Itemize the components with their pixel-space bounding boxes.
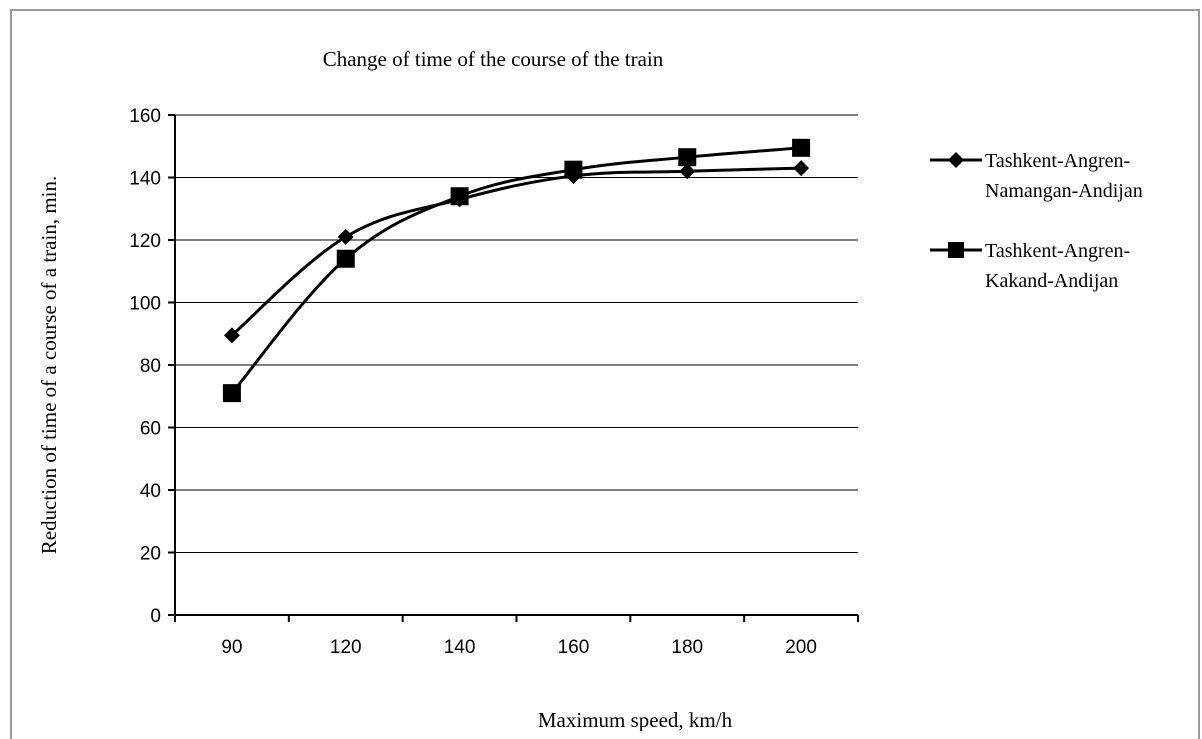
series-2	[222, 138, 811, 403]
chart-title: Change of time of the course of the trai…	[323, 47, 664, 71]
y-tick-label: 120	[129, 231, 161, 252]
y-tick-label: 140	[129, 169, 161, 190]
legend-label: Namangan-Andijan	[985, 180, 1143, 202]
data-point-square	[336, 249, 355, 268]
data-point-diamond	[793, 160, 810, 177]
y-tick-label: 160	[129, 106, 161, 127]
legend-item: Tashkent-Angren- Namangan-Andijan	[930, 150, 1143, 202]
chart-frame	[10, 9, 1200, 739]
gridlines	[175, 114, 858, 553]
legend-marker-diamond	[948, 152, 964, 168]
legend: Tashkent-Angren-Namangan-AndijanTashkent…	[930, 150, 1143, 292]
x-tick-label: 120	[330, 637, 362, 658]
y-tick-label: 60	[140, 419, 161, 440]
legend-marker-square	[948, 242, 964, 258]
data-point-diamond	[679, 163, 696, 180]
x-axis-label: Maximum speed, km/h	[538, 708, 733, 731]
axes: 0 20 40 60 80 100 120 140 160 90 120 140 160 180 200	[129, 106, 859, 658]
y-tick-label: 100	[129, 294, 161, 315]
legend-label: Kakand-Andijan	[985, 270, 1118, 292]
x-tick-label: 140	[444, 637, 476, 658]
data-point-diamond	[223, 327, 240, 344]
x-tick-label: 160	[558, 637, 590, 658]
y-tick-label: 0	[150, 606, 161, 627]
data-point-diamond	[337, 228, 354, 245]
series-lines	[222, 138, 811, 403]
y-axis-label: Reduction of time of a course of a train…	[37, 176, 61, 554]
series-line	[230, 166, 802, 337]
data-point-square	[564, 160, 583, 179]
y-tick-label: 80	[140, 356, 161, 377]
y-tick-label: 20	[140, 544, 161, 565]
data-point-square	[678, 148, 697, 167]
legend-label: Tashkent-Angren-	[985, 240, 1130, 262]
x-tick-label: 90	[221, 637, 242, 658]
data-point-square	[792, 138, 811, 157]
y-tick-label: 40	[140, 481, 161, 502]
data-point-square	[450, 187, 469, 206]
legend-item: Tashkent-Angren- Kakand-Andijan	[930, 240, 1130, 292]
legend-label: Tashkent-Angren-	[985, 150, 1130, 172]
series-1	[223, 160, 810, 344]
x-tick-label: 180	[671, 637, 703, 658]
data-point-square	[222, 384, 241, 403]
x-tick-label: 200	[785, 637, 817, 658]
